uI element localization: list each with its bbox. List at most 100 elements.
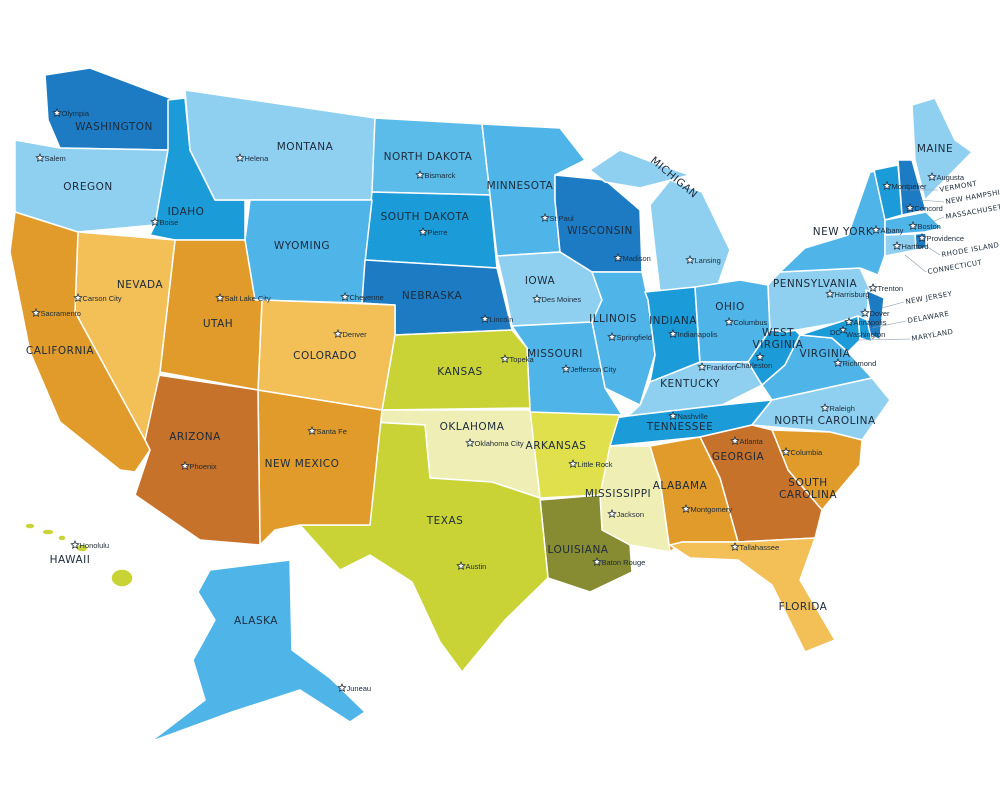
state-shapes	[9, 67, 973, 743]
state-california[interactable]	[9, 211, 151, 473]
state-alaska[interactable]	[149, 559, 366, 743]
state-texas[interactable]	[299, 421, 549, 673]
leader-line	[925, 245, 941, 256]
capital-star-icon	[917, 233, 927, 243]
state-name-label: WEST	[762, 327, 794, 339]
state-maine[interactable]	[911, 97, 973, 201]
state-name-label: NEW JERSEY	[905, 290, 953, 306]
capital-star-icon	[781, 447, 791, 457]
capital-label: Jefferson City	[571, 365, 617, 374]
capital-label: Santa Fe	[317, 427, 347, 436]
state-hawaii[interactable]	[41, 528, 55, 536]
leader-line	[857, 338, 911, 341]
state-name-label: WISCONSIN	[567, 225, 633, 237]
capital-star-icon	[868, 283, 878, 293]
capital-star-icon	[180, 461, 190, 471]
capital-star-icon	[500, 354, 510, 364]
capital-label: Pierre	[428, 228, 448, 237]
capital-star-icon	[730, 542, 740, 552]
capital-label: Madison	[623, 254, 651, 263]
capital-label: Tallahassee	[740, 543, 780, 552]
capital-label: Denver	[343, 330, 368, 339]
state-name-label: NEW YORK	[813, 226, 874, 238]
state-hawaii[interactable]	[75, 543, 89, 553]
capital-label: Salem	[45, 154, 66, 163]
leader-line	[931, 216, 945, 223]
capital-label: Washington	[846, 330, 885, 339]
capital-star-icon	[337, 683, 347, 693]
capital-star-icon	[724, 317, 734, 327]
state-michigan[interactable]	[649, 179, 731, 293]
state-hawaii[interactable]	[110, 568, 134, 588]
state-name-label: MAINE	[917, 143, 953, 155]
capital-label: Des Moines	[542, 295, 582, 304]
capital-label: Lansing	[695, 256, 721, 265]
state-name-label: ILLINOIS	[589, 313, 637, 325]
capital-star-icon	[73, 293, 83, 303]
state-michigan-upper[interactable]	[589, 149, 691, 189]
state-hawaii[interactable]	[24, 522, 36, 530]
state-name-label: GEORGIA	[712, 451, 765, 463]
capital-label: Trenton	[878, 284, 904, 293]
capital-star-icon	[825, 289, 835, 299]
state-new-hampshire[interactable]	[897, 159, 927, 216]
capital-label: Phoenix	[190, 462, 217, 471]
capital-label: Lincoln	[490, 315, 514, 324]
state-louisiana[interactable]	[539, 494, 633, 593]
capital-label: Dover	[870, 309, 891, 318]
capital-star-icon	[681, 504, 691, 514]
state-name-label: OHIO	[715, 301, 745, 313]
capital-star-icon	[340, 292, 350, 302]
state-hawaii[interactable]	[57, 534, 67, 542]
state-utah[interactable]	[159, 239, 263, 391]
capital-label: Columbia	[791, 448, 824, 457]
capital-star-icon	[882, 181, 892, 191]
state-name-label: ARKANSAS	[526, 440, 587, 452]
state-name-label: VIRGINIA	[800, 348, 851, 360]
capital-label: Juneau	[347, 684, 372, 693]
capital-star-icon	[697, 362, 707, 372]
capital-label: Annapolis	[854, 318, 887, 327]
state-name-label: DELAWARE	[907, 310, 950, 325]
state-name-label: OREGON	[63, 181, 112, 193]
state-name-label: IOWA	[525, 275, 556, 287]
capital-star-icon	[613, 253, 623, 263]
state-name-label: FLORIDA	[779, 601, 828, 613]
capital-label: Carson City	[83, 294, 122, 303]
state-name-label: MISSISSIPPI	[585, 488, 651, 500]
capital-star-icon	[235, 153, 245, 163]
capital-star-icon	[844, 317, 854, 327]
capital-star-icon	[215, 293, 225, 303]
state-name-label: NEBRASKA	[402, 290, 463, 302]
capital-star-icon	[480, 314, 490, 324]
capital-star-icon	[532, 294, 542, 304]
state-new-jersey[interactable]	[864, 289, 885, 341]
capital-star-icon	[668, 329, 678, 339]
state-name-label: IDAHO	[168, 206, 205, 218]
capital-label: Hartford	[902, 242, 929, 251]
capital-label: St Paul	[550, 214, 575, 223]
capital-label: Albany	[881, 226, 904, 235]
state-name-label: UTAH	[203, 318, 233, 330]
state-name-label: SOUTH	[788, 477, 827, 489]
capital-star-icon	[905, 203, 915, 213]
capital-star-icon	[607, 509, 617, 519]
capital-star-icon	[561, 364, 571, 374]
state-name-label: TENNESSEE	[646, 421, 714, 433]
state-new-york[interactable]	[779, 169, 886, 276]
capital-label: Augusta	[937, 173, 965, 182]
capital-label: Oklahoma City	[475, 439, 524, 448]
capital-star-icon	[908, 221, 918, 231]
capital-star-icon	[31, 308, 41, 318]
capital-star-icon	[415, 170, 425, 180]
capital-label: Bismarck	[425, 171, 456, 180]
capital-label: Olympia	[62, 109, 90, 118]
state-name-label: ALABAMA	[653, 480, 708, 492]
state-florida[interactable]	[669, 537, 836, 653]
state-name-label: PENNSYLVANIA	[773, 278, 858, 290]
state-kentucky[interactable]	[627, 361, 763, 417]
capital-label: Helena	[245, 154, 270, 163]
capital-star-icon	[418, 227, 428, 237]
capital-star-icon	[927, 172, 937, 182]
